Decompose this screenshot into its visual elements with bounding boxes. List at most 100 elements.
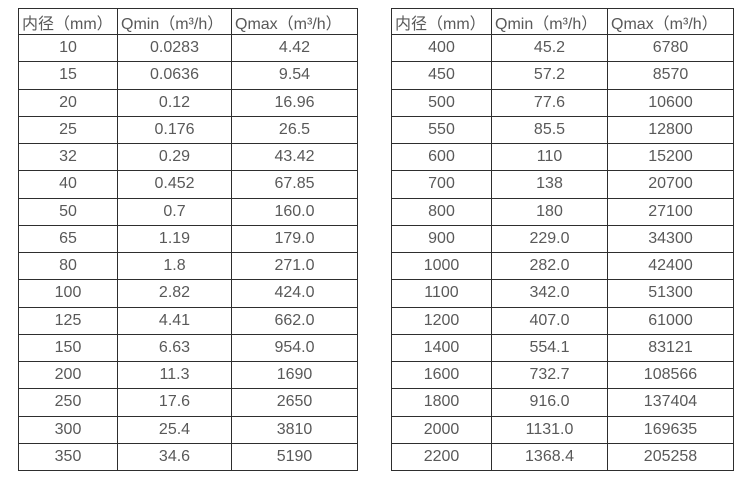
table-cell: 137404	[607, 388, 734, 417]
table-cell: 600	[391, 142, 492, 172]
table-cell: 15	[18, 61, 118, 90]
table-cell: 4.42	[231, 33, 358, 63]
table-cell: 400	[391, 33, 492, 63]
table-row: 15 0.0636 9.54	[18, 61, 358, 90]
table-row: 450 57.2 8570	[391, 61, 734, 90]
table-row: 2200 1368.4 205258	[391, 442, 734, 472]
column-header: Qmax（m³/h）	[231, 8, 358, 35]
table-row: 800 180 27100	[391, 197, 734, 226]
column-header: Qmax（m³/h）	[607, 8, 734, 35]
table-cell: 662.0	[231, 306, 358, 335]
table-row: 500 77.6 10600	[391, 88, 734, 117]
header-row: 内径（mm） Qmin（m³/h） Qmax（m³/h）	[18, 8, 358, 35]
table-cell: 342.0	[491, 279, 608, 308]
table-row: 32 0.29 43.42	[18, 142, 358, 172]
table-cell: 1368.4	[491, 442, 608, 472]
table-cell: 5190	[231, 442, 358, 472]
table-cell: 125	[18, 306, 118, 335]
table-cell: 67.85	[231, 170, 358, 199]
table-cell: 0.29	[117, 142, 232, 172]
table-cell: 282.0	[491, 251, 608, 281]
table-cell: 250	[18, 388, 118, 417]
table-row: 250 17.6 2650	[18, 388, 358, 417]
table-cell: 1000	[391, 251, 492, 281]
table-cell: 205258	[607, 442, 734, 472]
table-cell: 26.5	[231, 115, 358, 145]
header-row: 内径（mm） Qmin（m³/h） Qmax（m³/h）	[391, 8, 734, 35]
table-cell: 2650	[231, 388, 358, 417]
table-cell: 2.82	[117, 279, 232, 308]
table-cell: 2000	[391, 415, 492, 444]
table-cell: 85.5	[491, 115, 608, 145]
table-cell: 110	[491, 142, 608, 172]
table-row: 25 0.176 26.5	[18, 115, 358, 145]
table-cell: 179.0	[231, 224, 358, 254]
table-row: 350 34.6 5190	[18, 442, 358, 472]
table-cell: 407.0	[491, 306, 608, 335]
table-row: 600 110 15200	[391, 142, 734, 172]
table-row: 2000 1131.0 169635	[391, 415, 734, 444]
table-cell: 424.0	[231, 279, 358, 308]
table-cell: 34300	[607, 224, 734, 254]
table-row: 65 1.19 179.0	[18, 224, 358, 254]
table-cell: 300	[18, 415, 118, 444]
table-cell: 77.6	[491, 88, 608, 117]
table-row: 1100 342.0 51300	[391, 279, 734, 308]
table-row: 700 138 20700	[391, 170, 734, 199]
table-cell: 2200	[391, 442, 492, 472]
table-cell: 1.19	[117, 224, 232, 254]
column-header: 内径（mm）	[18, 8, 118, 35]
table-cell: 27100	[607, 197, 734, 226]
table-cell: 6.63	[117, 333, 232, 363]
flow-rate-table-right-container: 内径（mm） Qmin（m³/h） Qmax（m³/h） 400 45.2 6780 45…	[391, 8, 734, 472]
table-cell: 0.0283	[117, 33, 232, 63]
table-row: 1000 282.0 42400	[391, 251, 734, 281]
table-cell: 1400	[391, 333, 492, 363]
table-row: 20 0.12 16.96	[18, 88, 358, 117]
table-cell: 350	[18, 442, 118, 472]
table-cell: 0.0636	[117, 61, 232, 90]
table-cell: 4.41	[117, 306, 232, 335]
flow-rate-table-left-container: 内径（mm） Qmin（m³/h） Qmax（m³/h） 10 0.0283 4.42 1…	[18, 8, 358, 472]
table-cell: 45.2	[491, 33, 608, 63]
table-cell: 3810	[231, 415, 358, 444]
flow-rate-table-right: 内径（mm） Qmin（m³/h） Qmax（m³/h） 400 45.2 6780 45…	[391, 8, 734, 472]
table-row: 1400 554.1 83121	[391, 333, 734, 363]
table-cell: 150	[18, 333, 118, 363]
table-cell: 83121	[607, 333, 734, 363]
table-row: 1800 916.0 137404	[391, 388, 734, 417]
table-cell: 6780	[607, 33, 734, 63]
table-cell: 800	[391, 197, 492, 226]
table-cell: 1690	[231, 360, 358, 390]
table-cell: 500	[391, 88, 492, 117]
table-cell: 25.4	[117, 415, 232, 444]
column-header: Qmin（m³/h）	[491, 8, 608, 35]
table-cell: 9.54	[231, 61, 358, 90]
table-cell: 1600	[391, 360, 492, 390]
table-cell: 57.2	[491, 61, 608, 90]
table-cell: 1131.0	[491, 415, 608, 444]
table-cell: 200	[18, 360, 118, 390]
table-cell: 554.1	[491, 333, 608, 363]
table-cell: 1.8	[117, 251, 232, 281]
table-row: 40 0.452 67.85	[18, 170, 358, 199]
table-cell: 12800	[607, 115, 734, 145]
table-cell: 20700	[607, 170, 734, 199]
flow-rate-table-left: 内径（mm） Qmin（m³/h） Qmax（m³/h） 10 0.0283 4.42 1…	[18, 8, 358, 472]
table-cell: 1800	[391, 388, 492, 417]
table-row: 150 6.63 954.0	[18, 333, 358, 363]
table-row: 400 45.2 6780	[391, 33, 734, 63]
table-row: 10 0.0283 4.42	[18, 33, 358, 63]
table-cell: 0.7	[117, 197, 232, 226]
table-cell: 954.0	[231, 333, 358, 363]
table-cell: 43.42	[231, 142, 358, 172]
table-cell: 61000	[607, 306, 734, 335]
table-cell: 108566	[607, 360, 734, 390]
column-header: 内径（mm）	[391, 8, 492, 35]
table-cell: 180	[491, 197, 608, 226]
table-cell: 916.0	[491, 388, 608, 417]
table-cell: 8570	[607, 61, 734, 90]
table-row: 100 2.82 424.0	[18, 279, 358, 308]
table-cell: 450	[391, 61, 492, 90]
table-cell: 169635	[607, 415, 734, 444]
